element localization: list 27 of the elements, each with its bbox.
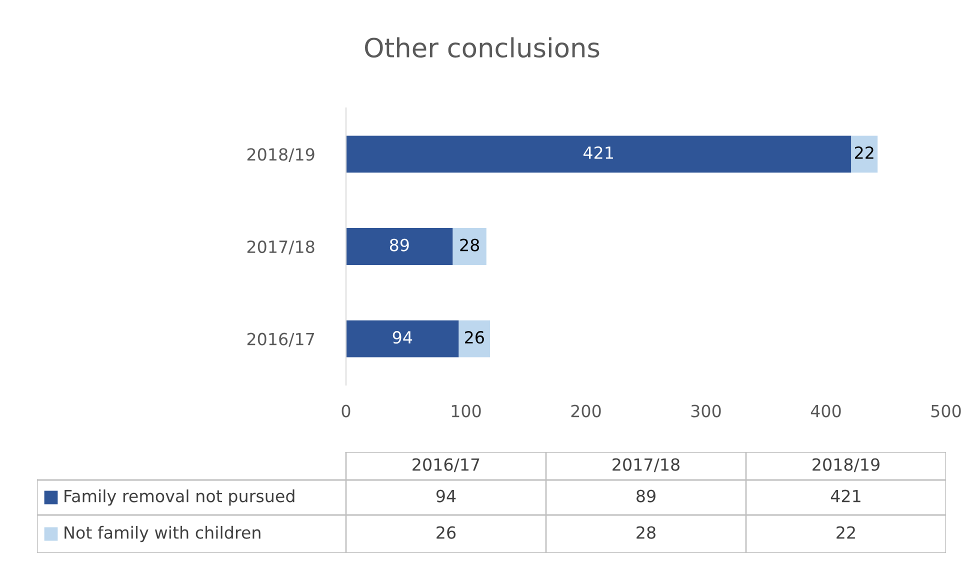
data-label: 89 xyxy=(390,238,409,252)
chart-title: Other conclusions xyxy=(365,37,600,58)
text: 89 xyxy=(636,490,656,502)
category-label: 2018/19 xyxy=(812,458,880,472)
category-label: 2016/17 xyxy=(412,458,480,472)
y-tick-label: 2016/17 xyxy=(247,332,314,347)
x-tick-label: 100 xyxy=(452,404,481,418)
text: 421 xyxy=(830,490,860,502)
legend-label: Family removal not pursued xyxy=(64,489,294,506)
data-label: 28 xyxy=(460,238,480,252)
text: 26 xyxy=(436,526,456,539)
x-tick-label: 300 xyxy=(691,404,721,418)
data-label: 22 xyxy=(855,146,874,159)
text: 28 xyxy=(636,526,656,539)
x-tick-label: 0 xyxy=(342,404,350,418)
data-label: 94 xyxy=(392,331,412,344)
x-tick-label: 500 xyxy=(931,404,961,418)
x-tick-label: 400 xyxy=(810,404,841,418)
text: 22 xyxy=(836,526,855,539)
text: 94 xyxy=(436,490,456,502)
category-label: 2017/18 xyxy=(612,458,680,472)
x-tick-label: 200 xyxy=(571,404,601,418)
legend-label: Not family with children xyxy=(64,526,260,542)
y-tick-label: 2017/18 xyxy=(247,240,314,254)
data-label: 421 xyxy=(584,146,613,159)
y-tick-label: 2018/19 xyxy=(247,148,314,162)
data-label: 26 xyxy=(465,331,484,344)
